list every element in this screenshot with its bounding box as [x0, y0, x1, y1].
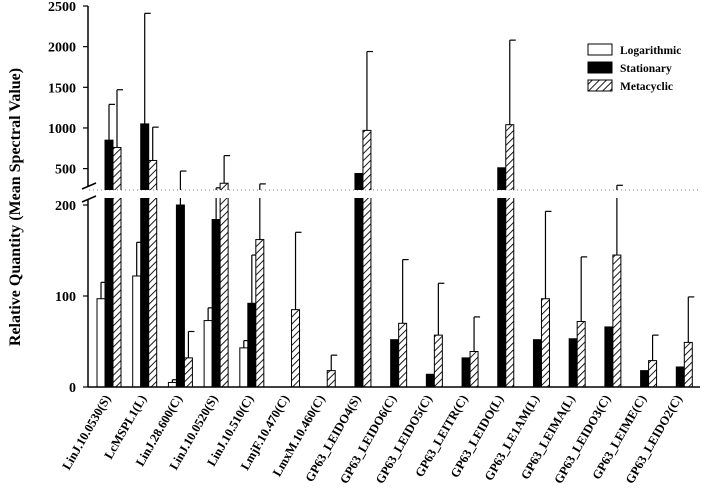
bar-metacyclic	[505, 124, 515, 388]
legend-swatch-metacyclic	[587, 79, 613, 92]
bar-metacyclic	[576, 320, 586, 388]
axis-break-gap	[89, 190, 701, 198]
y-axis-title: Relative Quantity (Mean Spectral Value)	[7, 68, 24, 346]
bar-stationary	[175, 204, 185, 388]
legend-swatch-stationary	[587, 61, 613, 74]
bar-logarithmic	[239, 347, 249, 388]
bar-metacyclic	[219, 182, 229, 388]
legend-swatch-logarithmic	[587, 43, 613, 56]
bar-stationary	[604, 326, 614, 388]
bar-metacyclic	[255, 239, 265, 388]
bar-metacyclic	[469, 351, 479, 388]
bar-metacyclic	[291, 309, 301, 388]
bar-metacyclic	[362, 129, 372, 388]
bar-stationary	[390, 339, 400, 388]
y-tick-label: 200	[55, 199, 76, 214]
bar-stationary	[140, 123, 150, 388]
y-tick-label: 2500	[48, 0, 76, 15]
bar-stationary	[532, 339, 542, 388]
bar-stationary	[247, 302, 257, 388]
y-tick-label: 1000	[48, 122, 76, 137]
bar-metacyclic	[612, 254, 622, 388]
bar-stationary	[104, 139, 114, 388]
legend-label-logarithmic: Logarithmic	[620, 45, 681, 57]
bar-stationary	[675, 366, 685, 388]
axis-break-mark	[81, 182, 97, 190]
legend-label-stationary: Stationary	[620, 63, 672, 75]
y-tick-label: 500	[55, 163, 76, 178]
axis-break-mark	[81, 195, 97, 203]
bar-stationary	[461, 357, 471, 388]
x-tick-label: LinJ.10.0530(S)	[59, 393, 113, 473]
bar-logarithmic	[203, 320, 213, 388]
bar-stationary	[211, 219, 221, 388]
bar-metacyclic	[648, 360, 658, 388]
bar-stationary	[640, 370, 650, 388]
legend: Logarithmic Stationary Metacyclic	[587, 43, 681, 93]
y-tick-label: 0	[69, 381, 76, 396]
bar-metacyclic	[112, 146, 122, 388]
bar-stationary	[497, 167, 507, 388]
bar-metacyclic	[540, 298, 550, 388]
bar-logarithmic	[132, 275, 142, 388]
bar-metacyclic	[183, 357, 193, 388]
bar-stationary	[425, 373, 435, 388]
bar-stationary	[354, 172, 364, 388]
y-tick-label: 100	[55, 290, 76, 305]
y-tick-label: 2000	[48, 41, 76, 56]
legend-label-metacyclic: Metacyclic	[620, 81, 673, 93]
y-tick-label: 1500	[48, 81, 76, 96]
bar-stationary	[568, 338, 578, 388]
bar-logarithmic	[96, 298, 106, 388]
bar-metacyclic	[326, 370, 336, 388]
bar-metacyclic	[683, 341, 693, 388]
bar-metacyclic	[398, 322, 408, 388]
bar-metacyclic	[433, 334, 443, 388]
